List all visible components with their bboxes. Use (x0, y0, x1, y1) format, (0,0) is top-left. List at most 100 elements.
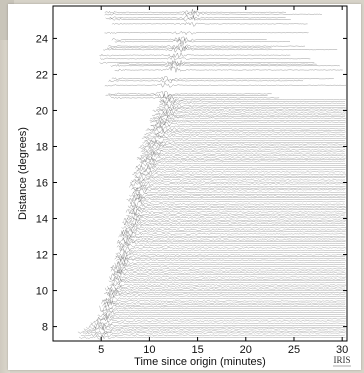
seismogram-trace (99, 51, 291, 58)
seismogram-trace (131, 187, 345, 194)
seismogram-trace (159, 96, 346, 103)
seismogram-trace (143, 134, 346, 139)
seismogram-trace (152, 114, 345, 120)
seismogram-trace (108, 294, 346, 301)
seismogram-trace (115, 251, 346, 259)
seismogram-trace (129, 193, 346, 200)
seismogram-trace (131, 177, 346, 184)
seismogram-trace (78, 334, 346, 340)
seismogram-trace (125, 218, 346, 226)
x-tick-label: 15 (191, 344, 203, 356)
seismogram-trace (129, 206, 346, 214)
seismogram-trace (114, 38, 290, 45)
seismogram-trace (118, 233, 346, 240)
seismogram-trace (132, 191, 346, 198)
seismogram-trace (97, 312, 345, 319)
seismogram-trace (117, 61, 317, 68)
seismogram-trace (144, 138, 345, 143)
seismogram-traces (77, 9, 347, 340)
seismogram-trace (137, 156, 345, 163)
seismogram-trace (118, 244, 346, 252)
y-tick-label: 10 (36, 286, 48, 298)
seismogram-trace (152, 108, 346, 114)
seismogram-trace (109, 273, 346, 281)
seismogram-trace (77, 330, 346, 336)
seismogram-trace (156, 110, 346, 117)
y-tick-label: 18 (36, 141, 48, 153)
seismogram-trace (108, 278, 346, 286)
seismogram-trace (148, 128, 346, 136)
seismogram-trace (104, 10, 322, 18)
y-tick-label: 22 (36, 69, 48, 81)
y-tick-label: 14 (36, 214, 48, 226)
seismogram-trace (128, 211, 346, 216)
seismogram-trace (142, 150, 345, 158)
seismogram-trace (83, 326, 346, 333)
seismogram-trace (101, 299, 346, 306)
seismogram-trace (114, 255, 346, 263)
seismogram-trace (119, 230, 346, 238)
seismogram-trace (114, 261, 346, 269)
seismogram-trace (139, 143, 346, 149)
seismogram-trace (101, 302, 346, 310)
seismogram-trace (142, 147, 346, 153)
seismogram-trace (150, 123, 346, 130)
seismogram-trace (104, 291, 346, 299)
seismogram-trace (121, 234, 346, 240)
seismogram-trace (149, 117, 346, 125)
seismogram-trace (104, 301, 346, 308)
seismogram-trace (127, 214, 346, 221)
seismogram-trace (135, 162, 347, 169)
seismogram-trace (129, 197, 345, 205)
y-tick-label: 16 (36, 178, 48, 190)
x-tick-label: 5 (98, 344, 104, 356)
seismogram-trace (150, 115, 346, 121)
seismogram-trace (147, 125, 346, 132)
seismogram-trace (131, 193, 346, 202)
seismogram-trace (131, 184, 346, 191)
seismogram-trace (109, 16, 291, 22)
seismogram-trace (111, 95, 280, 101)
y-tick-label: 8 (42, 322, 48, 334)
seismogram-trace (127, 203, 346, 210)
seismogram-trace (108, 90, 272, 98)
seismogram-trace (80, 333, 345, 339)
x-tick-label: 20 (240, 344, 252, 356)
seismogram-trace (142, 138, 346, 145)
seismogram-trace (104, 286, 346, 292)
seismogram-trace (115, 249, 346, 256)
seismogram-trace (129, 200, 345, 208)
seismogram-trace (116, 256, 346, 263)
seismogram-trace (116, 240, 345, 247)
seismogram-trace (94, 317, 346, 322)
y-tick-label: 12 (36, 250, 48, 262)
seismogram-trace (121, 225, 346, 233)
x-tick-label: 10 (143, 344, 155, 356)
seismogram-trace (130, 181, 346, 188)
seismogram-trace (157, 104, 346, 111)
seismogram-trace (144, 132, 345, 138)
y-tick-label: 20 (36, 105, 48, 117)
iris-logo-text: IRIS (333, 355, 350, 365)
seismogram-trace (108, 79, 303, 84)
seismogram-trace (114, 66, 343, 73)
seismogram-trace (120, 229, 346, 236)
seismogram-trace (160, 100, 345, 106)
seismogram-trace (145, 127, 345, 134)
seismogram-trace (107, 287, 345, 295)
x-tick-label: 30 (336, 344, 348, 356)
seismogram-trace (140, 152, 346, 158)
seismogram-trace (82, 329, 346, 334)
seismogram-trace (110, 265, 346, 274)
seismogram-trace (125, 208, 346, 217)
seismogram-trace (99, 305, 346, 312)
seismogram-trace (126, 212, 345, 221)
seismogram-trace (95, 315, 346, 322)
seismogram-trace (89, 322, 346, 330)
seismogram-trace (134, 173, 346, 179)
seismogram-trace (104, 30, 309, 36)
seismogram-trace (111, 36, 267, 43)
seismogram-trace (145, 140, 346, 148)
seismogram-trace (107, 44, 272, 52)
x-tick-label: 25 (288, 344, 300, 356)
